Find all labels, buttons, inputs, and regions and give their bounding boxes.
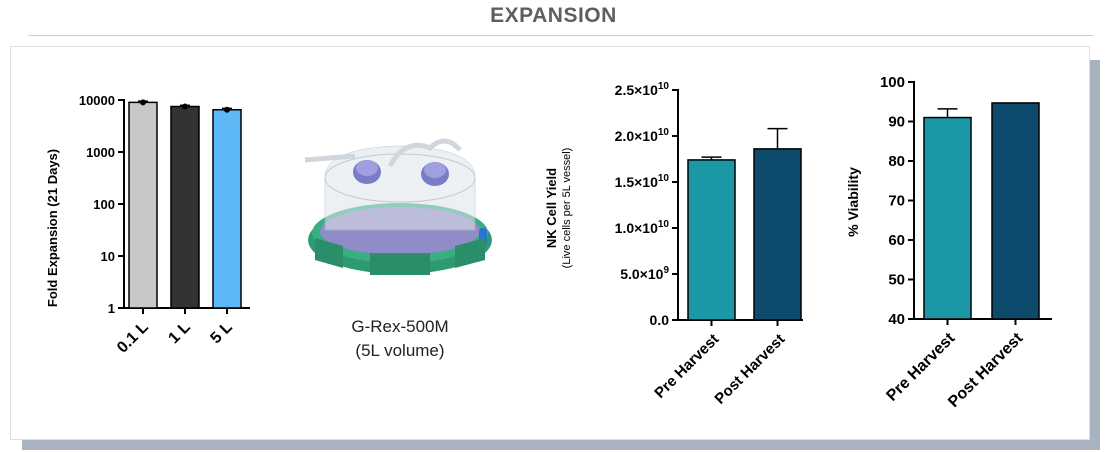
- x-tick-label: Pre Harvest: [883, 329, 958, 404]
- x-tick-label: Post Harvest: [711, 331, 788, 408]
- y-tick-exponent: 9: [663, 265, 669, 276]
- y-tick-label: 5.0×109: [620, 265, 669, 282]
- y-tick-label: 80: [888, 153, 905, 170]
- y-tick-label: 2.0×1010: [615, 127, 670, 144]
- x-tick-label: Pre Harvest: [651, 331, 722, 402]
- y-axis-label: Fold Expansion (21 Days): [45, 149, 60, 307]
- bar: [170, 105, 200, 309]
- bar: [753, 148, 802, 321]
- g-rex-device-image: [304, 138, 492, 275]
- y-tick-exponent: 10: [658, 173, 670, 184]
- y-axis-label: % Viability: [845, 167, 861, 237]
- y-tick-exponent: 10: [658, 219, 670, 230]
- nk-cell-yield-chart: NK Cell Yield (Live cells per 5L vessel)…: [544, 81, 803, 408]
- data-point: [182, 103, 188, 110]
- bar: [128, 101, 158, 309]
- y-tick-label: 10000: [79, 93, 115, 108]
- bar: [687, 159, 736, 321]
- y-tick-label: 100: [880, 74, 905, 91]
- y-tick-label: 2.5×1010: [615, 81, 670, 98]
- y-axis-sublabel: (Live cells per 5L vessel): [561, 148, 573, 269]
- data-point: [140, 99, 146, 106]
- page-title: EXPANSION: [490, 4, 617, 27]
- y-tick-label: 10: [101, 249, 115, 264]
- y-tick-label: 0.0: [650, 312, 670, 328]
- x-tick-label: 0.1 L: [114, 319, 152, 357]
- y-tick-label: 1.5×1010: [615, 173, 670, 190]
- y-tick-label: 1: [108, 301, 115, 316]
- y-tick-label: 40: [888, 311, 905, 328]
- x-tick-label: 1 L: [165, 319, 194, 348]
- y-tick-label: 90: [888, 114, 905, 131]
- device-volume: (5L volume): [355, 341, 445, 360]
- title-divider: [28, 35, 1093, 36]
- y-axis-label: NK Cell Yield: [544, 168, 559, 248]
- y-tick-label: 70: [888, 193, 905, 210]
- bar: [923, 116, 972, 320]
- y-tick-label: 100: [93, 197, 115, 212]
- y-tick-label: 60: [888, 232, 905, 249]
- bar: [991, 102, 1040, 320]
- y-tick-label: 1000: [86, 145, 115, 160]
- y-tick-label: 50: [888, 272, 905, 289]
- y-tick-label: 1.0×1010: [615, 219, 670, 236]
- device-name: G-Rex-500M: [351, 317, 449, 336]
- fold-expansion-chart: Fold Expansion (21 Days) 10000 1000 100 10 1…: [45, 93, 250, 357]
- bar: [212, 108, 242, 309]
- data-point: [224, 106, 230, 113]
- y-tick-exponent: 10: [658, 81, 670, 92]
- x-tick-label: 5 L: [207, 319, 236, 348]
- y-tick-exponent: 10: [658, 127, 670, 138]
